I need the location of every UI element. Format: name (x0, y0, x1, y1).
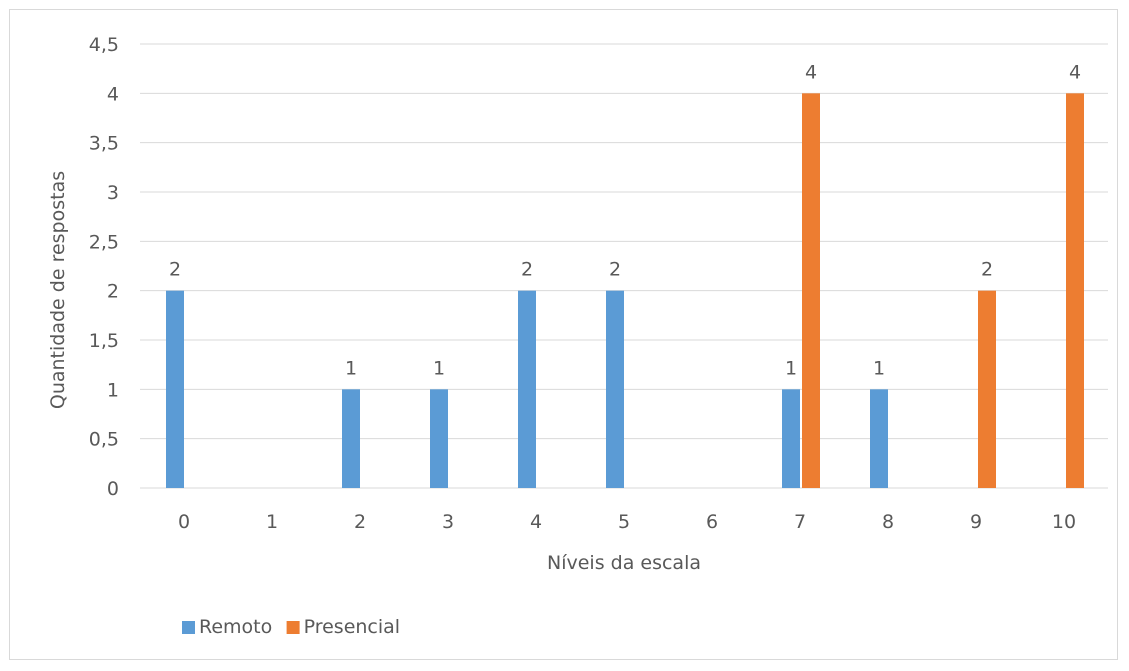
data-label: 2 (609, 259, 621, 281)
data-label: 1 (785, 357, 797, 379)
y-tick-label: 0,5 (89, 429, 119, 451)
y-axis-ticks: 0 0,5 1 1,5 2 2,5 3 3,5 4 4,5 (89, 34, 119, 500)
bar-remoto-2 (342, 389, 360, 488)
legend-label-presencial: Presencial (304, 616, 400, 638)
data-label: 1 (345, 357, 357, 379)
bar-remoto-4 (518, 291, 536, 488)
y-tick-label: 1 (107, 379, 119, 401)
legend: Remoto Presencial (182, 616, 400, 638)
x-tick-label: 10 (1052, 511, 1076, 533)
bar-presencial-9 (978, 291, 996, 488)
y-tick-label: 4 (107, 83, 119, 105)
legend-swatch-remoto (182, 621, 195, 634)
legend-swatch-presencial (287, 621, 300, 634)
x-tick-label: 1 (266, 511, 278, 533)
y-tick-label: 3 (107, 182, 119, 204)
bar-presencial-7 (802, 93, 820, 488)
x-tick-label: 9 (970, 511, 982, 533)
x-axis-label: Níveis da escala (547, 552, 701, 574)
data-label: 2 (169, 259, 181, 281)
x-tick-label: 3 (442, 511, 454, 533)
x-axis-ticks: 0 1 2 3 4 5 6 7 8 9 10 (178, 511, 1076, 533)
y-tick-label: 3,5 (89, 133, 119, 155)
x-tick-label: 8 (882, 511, 894, 533)
bar-presencial-10 (1066, 93, 1084, 488)
x-tick-label: 7 (794, 511, 806, 533)
data-label: 1 (433, 357, 445, 379)
x-tick-label: 5 (618, 511, 630, 533)
y-tick-label: 2 (107, 281, 119, 303)
x-tick-label: 0 (178, 511, 190, 533)
bar-remoto-3 (430, 389, 448, 488)
bar-remoto-7 (782, 389, 800, 488)
legend-label-remoto: Remoto (199, 616, 272, 638)
y-tick-label: 2,5 (89, 231, 119, 253)
bar-remoto-5 (606, 291, 624, 488)
y-tick-label: 4,5 (89, 34, 119, 56)
y-tick-label: 0 (107, 478, 119, 500)
data-label: 4 (1069, 61, 1081, 83)
x-tick-label: 6 (706, 511, 718, 533)
bar-remoto-0 (166, 291, 184, 488)
data-label: 2 (981, 259, 993, 281)
x-tick-label: 4 (530, 511, 542, 533)
y-axis-label: Quantidade de respostas (47, 171, 69, 409)
y-tick-label: 1,5 (89, 330, 119, 352)
data-label: 4 (805, 61, 817, 83)
data-labels: 2 1 1 2 2 1 4 1 2 4 (169, 61, 1081, 379)
data-label: 1 (873, 357, 885, 379)
data-label: 2 (521, 259, 533, 281)
bar-remoto-8 (870, 389, 888, 488)
x-tick-label: 2 (354, 511, 366, 533)
